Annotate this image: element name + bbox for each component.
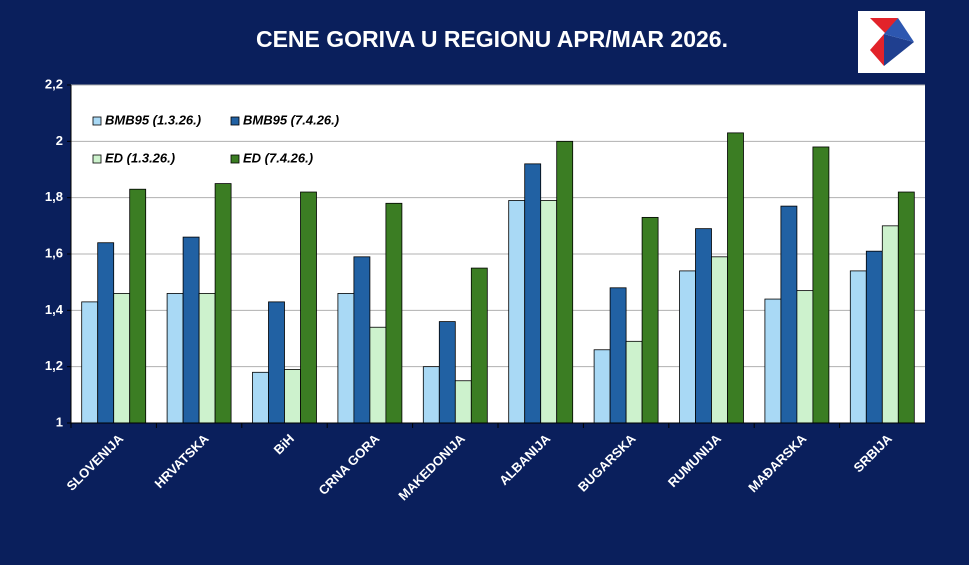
bar xyxy=(780,205,798,424)
bar xyxy=(711,256,728,424)
bar xyxy=(524,163,542,424)
bar xyxy=(556,140,574,424)
bar xyxy=(470,267,488,424)
bar xyxy=(353,256,371,424)
x-tick-label: RUMUNIJA xyxy=(665,431,725,491)
bar xyxy=(166,293,184,424)
legend-label: ED (1.3.26.) xyxy=(105,150,175,165)
bar xyxy=(198,293,216,424)
bar xyxy=(625,340,643,424)
bar xyxy=(593,349,611,424)
chart-title: CENE GORIVA U REGIONU APR/MAR 2026. xyxy=(256,26,728,52)
bar xyxy=(508,200,526,424)
x-tick-label: ALBANIJA xyxy=(496,431,554,489)
bar xyxy=(284,369,301,424)
x-tick-label: BUGARSKA xyxy=(575,431,639,495)
legend-swatch xyxy=(92,154,102,164)
bar xyxy=(268,301,285,424)
bar xyxy=(81,301,99,424)
bar xyxy=(337,293,355,424)
x-tick-label: MAKEDONIJA xyxy=(395,431,468,504)
bar xyxy=(252,371,269,424)
bar xyxy=(897,191,915,424)
x-tick-label: BiH xyxy=(271,431,297,457)
bar xyxy=(129,188,147,424)
y-tick-label: 2 xyxy=(56,133,63,148)
y-tick-label: 2,2 xyxy=(45,76,63,91)
y-tick-label: 1,2 xyxy=(45,358,63,373)
bar xyxy=(300,191,317,424)
bar xyxy=(812,146,830,424)
x-tick-label: MAĐARSKA xyxy=(745,431,810,496)
y-tick-label: 1,8 xyxy=(45,189,63,204)
y-tick-label: 1 xyxy=(56,414,63,429)
x-tick-label: CRNA GORA xyxy=(315,431,382,498)
x-tick-label: SRBIJA xyxy=(851,431,896,476)
bar xyxy=(727,132,744,424)
bar xyxy=(881,225,899,424)
bar xyxy=(214,183,232,424)
bar xyxy=(369,326,387,424)
bar xyxy=(182,236,200,424)
y-tick-label: 1,6 xyxy=(45,245,63,260)
legend-swatch xyxy=(92,116,102,126)
bar xyxy=(679,270,696,424)
legend-swatch xyxy=(230,154,240,164)
bar xyxy=(764,298,782,424)
legend-swatch xyxy=(230,116,240,126)
y-tick-label: 1,4 xyxy=(45,302,64,317)
bar xyxy=(865,250,883,424)
bar xyxy=(849,270,867,424)
legend-label: ED (7.4.26.) xyxy=(243,150,313,165)
bar xyxy=(438,321,456,424)
bar xyxy=(422,366,440,424)
legend-label: BMB95 (1.3.26.) xyxy=(105,112,201,127)
bar xyxy=(609,287,627,424)
bar xyxy=(641,216,659,424)
bar xyxy=(454,380,472,424)
bar xyxy=(113,293,131,424)
bar xyxy=(796,290,814,424)
bar xyxy=(97,242,115,424)
legend-label: BMB95 (7.4.26.) xyxy=(243,112,339,127)
logo xyxy=(858,11,925,73)
x-tick-label: HRVATSKA xyxy=(152,431,213,492)
bar xyxy=(695,228,712,424)
x-tick-label: SLOVENIJA xyxy=(64,431,127,494)
bar xyxy=(385,202,403,424)
bar xyxy=(540,200,558,424)
